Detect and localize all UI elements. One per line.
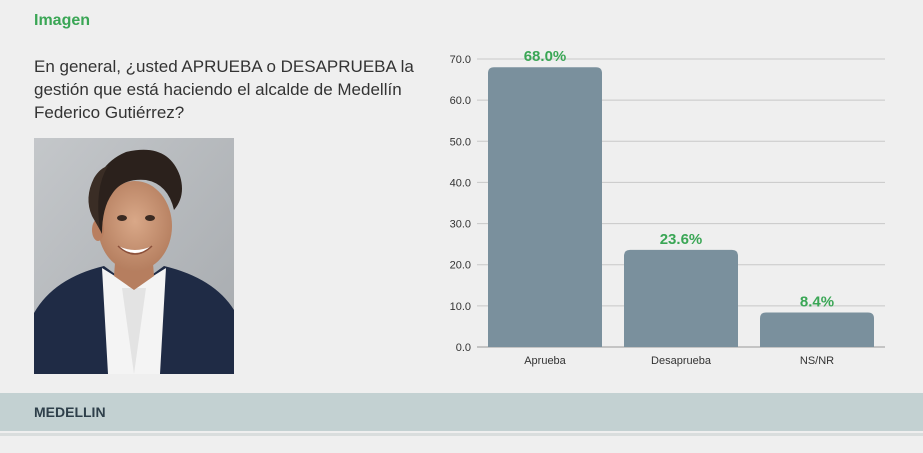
city-label: MEDELLIN <box>34 404 106 420</box>
survey-question: En general, ¿usted APRUEBA o DESAPRUEBA … <box>34 57 414 122</box>
data-label: 23.6% <box>660 231 703 248</box>
bar <box>624 249 738 347</box>
bar <box>488 67 602 347</box>
x-tick-label: Aprueba <box>524 355 566 367</box>
footer-bar: MEDELLIN <box>0 393 923 431</box>
footer-divider <box>0 433 923 436</box>
y-tick-label: 60.0 <box>450 95 471 107</box>
bar <box>760 312 874 347</box>
portrait-image <box>34 138 234 374</box>
chart-canvas: 0.0 10.0 20.0 30.0 40.0 50.0 60.0 70.0 68.0% Apru… <box>450 48 885 367</box>
y-tick-label: 70.0 <box>450 54 471 66</box>
y-tick-label: 30.0 <box>450 219 471 231</box>
mayor-photo <box>34 138 234 374</box>
y-tick-label: 40.0 <box>450 177 471 189</box>
data-label: 68.0% <box>524 48 567 65</box>
y-tick-label: 20.0 <box>450 260 471 272</box>
x-tick-label: NS/NR <box>800 355 834 367</box>
y-tick-label: 10.0 <box>450 301 471 313</box>
section-title: Imagen <box>34 12 91 29</box>
x-tick-label: Desaprueba <box>651 355 712 367</box>
data-label: 8.4% <box>800 293 834 310</box>
approval-bar-chart: 0.0 10.0 20.0 30.0 40.0 50.0 60.0 70.0 68.0% Apru… <box>440 40 900 375</box>
y-tick-label: 0.0 <box>456 342 471 354</box>
y-tick-label: 50.0 <box>450 136 471 148</box>
